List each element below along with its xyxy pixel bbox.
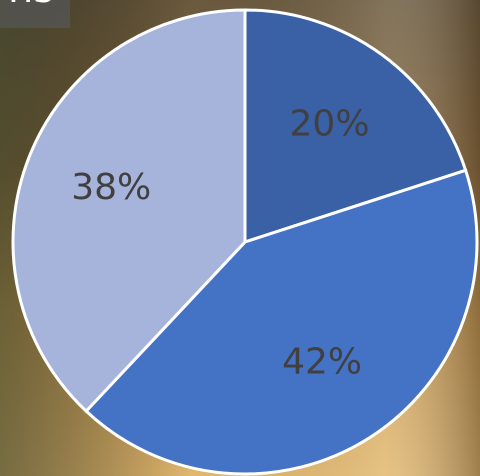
pie-slice — [11, 8, 247, 413]
chart-title: ns — [8, 0, 54, 12]
data-label: 20% — [290, 104, 370, 145]
pie-slice — [243, 8, 468, 244]
data-label: 42% — [282, 341, 362, 382]
data-label: 38% — [71, 167, 151, 208]
pie: 20% 42% 38% — [11, 8, 479, 476]
pie-slice — [84, 168, 479, 476]
title-box — [0, 0, 70, 28]
